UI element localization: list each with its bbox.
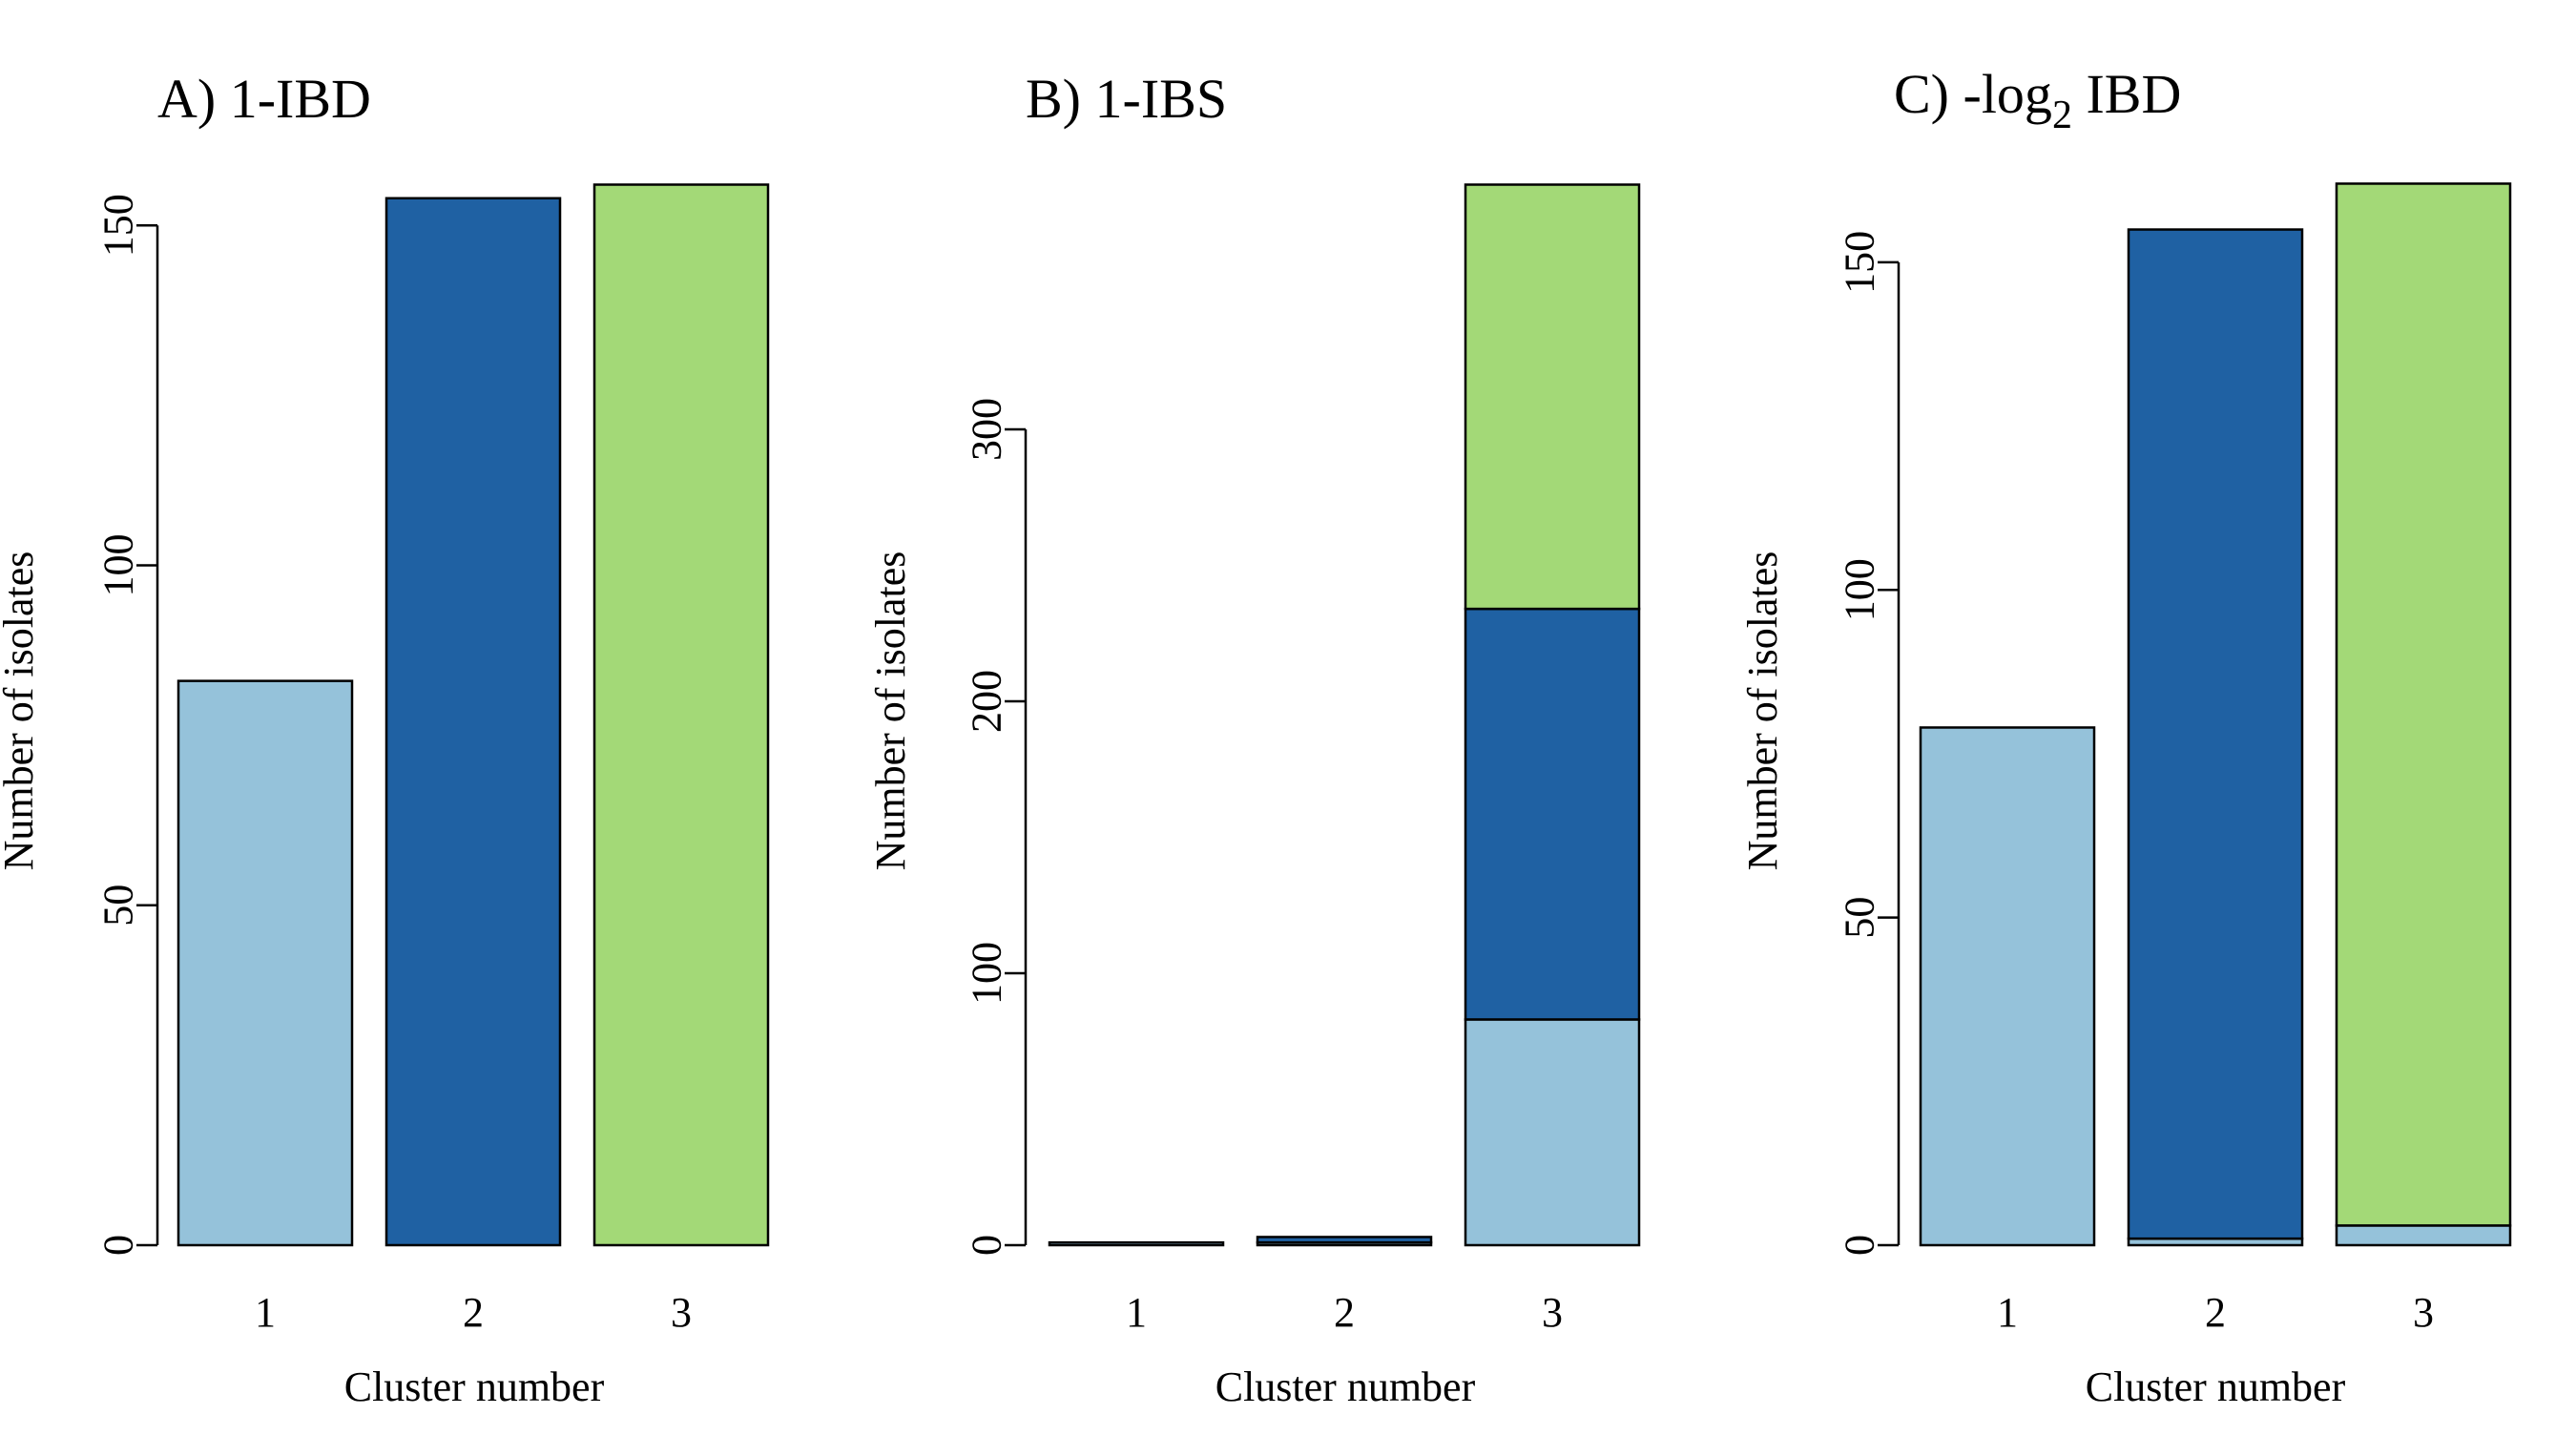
panel-a-x-tick-label: 2: [463, 1289, 484, 1336]
panel-b-y-tick-label: 300: [963, 398, 1009, 461]
panel-c-title-suffix: IBD: [2072, 63, 2181, 125]
panel-c-x-axis-label: Cluster number: [2086, 1363, 2346, 1410]
panel-c: C) -log2 IBD Number of isolates Cluster …: [1739, 63, 2512, 1410]
panel-a-y-tick-label: 0: [94, 1235, 141, 1256]
panel-b-bar-cluster-3-segment-3: [1464, 183, 1641, 611]
panel-a-x-tick-label: 1: [255, 1289, 276, 1336]
panel-a-y-axis-label: Number of isolates: [0, 552, 42, 871]
panel-c-x-tick-label: 2: [2205, 1289, 2226, 1336]
panel-c-y-axis-label: Number of isolates: [1739, 552, 1786, 871]
panel-b-x-tick-label: 2: [1334, 1289, 1355, 1336]
panel-c-x-tick-label: 3: [2413, 1289, 2434, 1336]
panel-c-bar-cluster-3-segment-1: [2335, 1224, 2512, 1247]
panel-a-x-axis-label: Cluster number: [344, 1363, 605, 1410]
panel-c-y-tick-label: 150: [1836, 231, 1882, 294]
panel-a-y-tick-label: 50: [94, 884, 141, 926]
panel-a-bar-cluster-3-segment-3: [592, 183, 770, 1247]
panel-a-y-tick-label: 150: [94, 194, 141, 257]
panel-b-title: B) 1-IBS: [1026, 68, 1227, 130]
panel-b-x-tick-label: 1: [1126, 1289, 1147, 1336]
panel-c-y-tick-label: 50: [1836, 897, 1882, 939]
panel-a-title: A) 1-IBD: [157, 68, 371, 130]
panel-b-bar-cluster-3-segment-1: [1464, 1018, 1641, 1247]
panel-b-plot-area: 0 100 200 300 1 2 3: [963, 183, 1641, 1336]
panel-c-title-prefix: C) -log: [1894, 63, 2052, 125]
panel-c-bar-cluster-1-segment-1: [1919, 726, 2096, 1247]
panel-b: B) 1-IBS Number of isolates Cluster numb…: [867, 68, 1641, 1410]
panel-a-y-tick-label: 100: [94, 534, 141, 597]
panel-b-y-tick-label: 100: [963, 942, 1009, 1005]
panel-c-title-subscript: 2: [2052, 94, 2072, 137]
panel-b-bar-cluster-3-segment-2: [1464, 607, 1641, 1021]
panel-a-x-tick-label: 3: [671, 1289, 692, 1336]
panel-a-bar-cluster-1-segment-1: [177, 679, 354, 1247]
panel-c-y-tick-label: 0: [1836, 1235, 1882, 1256]
panel-b-y-tick-label: 0: [963, 1235, 1009, 1256]
panel-b-y-tick-label: 200: [963, 670, 1009, 733]
panel-b-bar-cluster-1-segment-1: [1048, 1240, 1225, 1247]
panel-a-bar-cluster-2-segment-2: [384, 197, 562, 1247]
panel-c-bar-cluster-3-segment-3: [2335, 182, 2512, 1227]
panel-c-x-tick-label: 1: [1997, 1289, 2018, 1336]
panel-b-bar-cluster-2-segment-2: [1256, 1236, 1433, 1244]
panel-b-x-tick-label: 3: [1542, 1289, 1563, 1336]
panel-a: A) 1-IBD Number of isolates Cluster numb…: [0, 68, 770, 1410]
panel-c-bar-cluster-2-segment-2: [2127, 228, 2304, 1240]
panel-b-x-axis-label: Cluster number: [1215, 1363, 1476, 1410]
panel-b-y-axis-label: Number of isolates: [867, 552, 914, 871]
panel-c-plot-area: 0 50 100 150 1 2 3: [1836, 182, 2512, 1336]
panel-c-title: C) -log2 IBD: [1894, 63, 2181, 137]
panel-c-y-tick-label: 100: [1836, 558, 1882, 621]
panel-a-plot-area: 0 50 100 150 1 2 3: [94, 183, 770, 1336]
